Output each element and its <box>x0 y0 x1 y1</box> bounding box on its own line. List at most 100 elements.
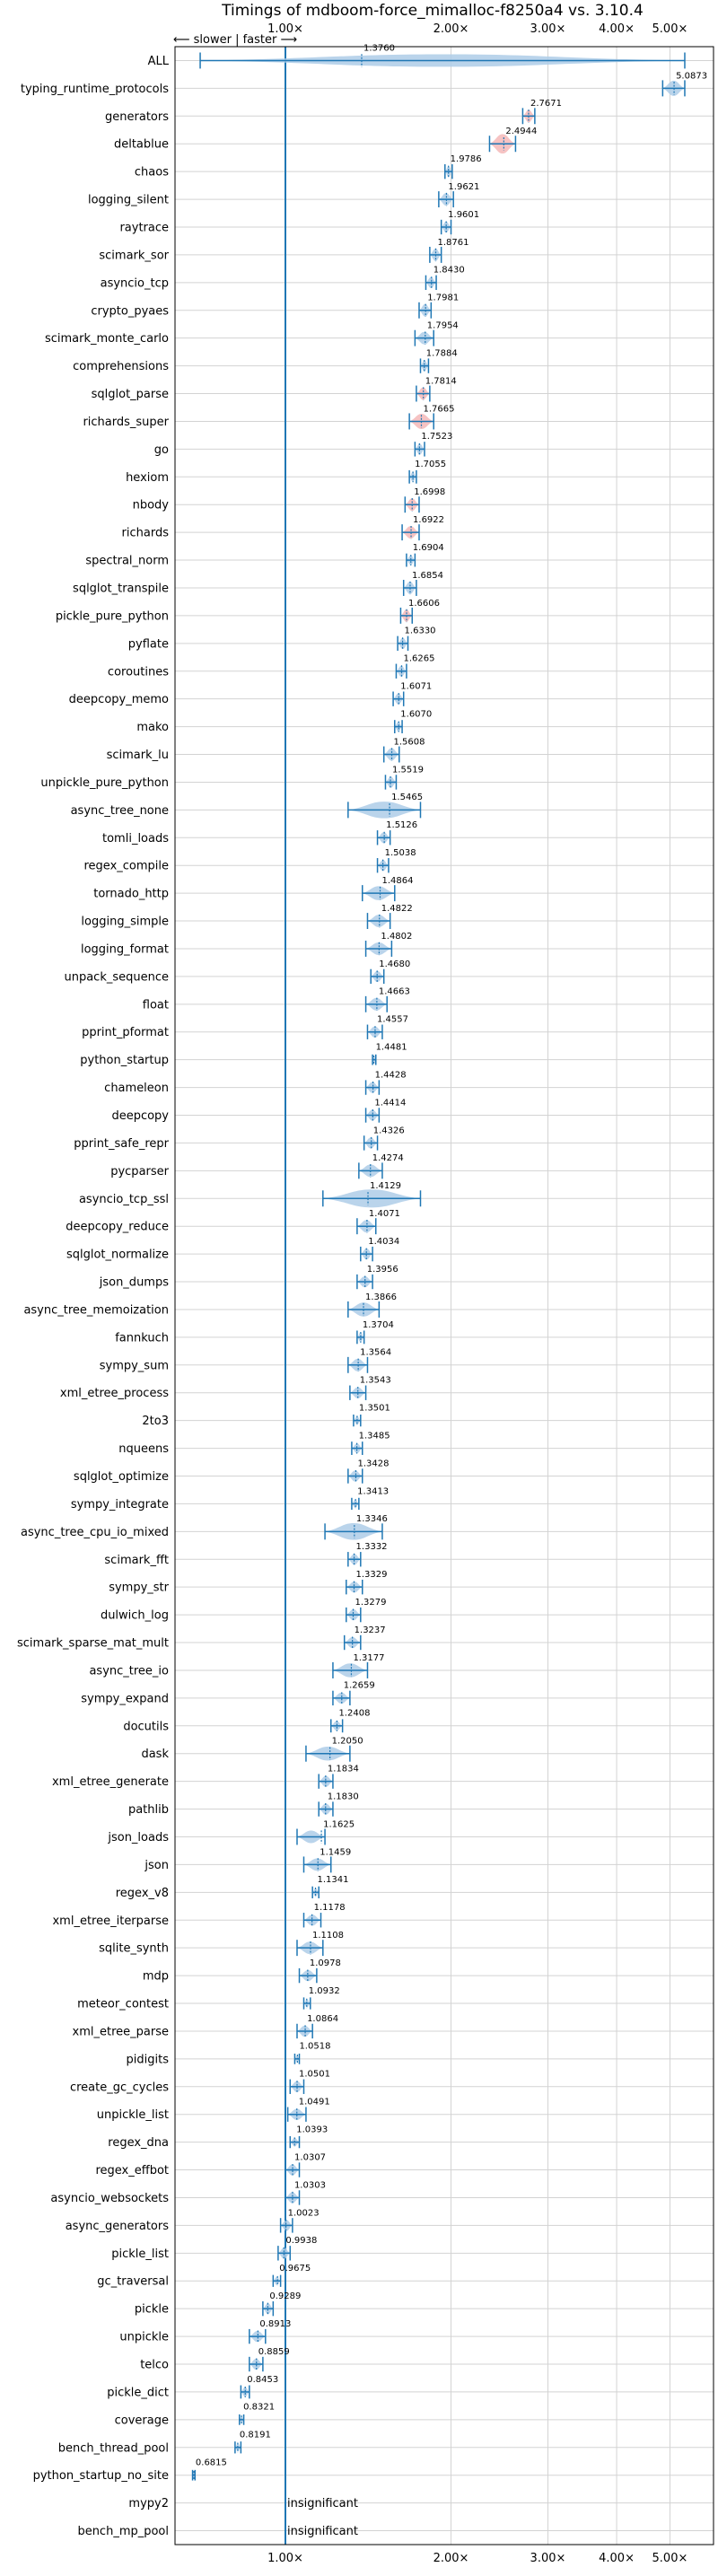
benchmark-label: regex_v8 <box>116 1887 169 1900</box>
value-label: 1.7665 <box>423 404 454 414</box>
benchmark-label: scimark_sparse_mat_mult <box>17 1637 169 1651</box>
value-label: 1.3346 <box>356 1514 388 1524</box>
benchmark-label: pprint_safe_repr <box>74 1137 169 1151</box>
value-label: 0.9675 <box>279 2264 311 2274</box>
value-label: 1.6998 <box>414 487 445 497</box>
x-tick-label: 5.00× <box>652 2552 688 2565</box>
benchmark-label: generators <box>105 110 169 124</box>
benchmark-label: bench_mp_pool <box>77 2525 169 2538</box>
benchmark-label: sympy_expand <box>81 1692 169 1705</box>
value-label: 0.9289 <box>269 2291 301 2301</box>
value-label: 1.7884 <box>426 348 458 358</box>
x-tick-label: 4.00× <box>599 2552 635 2565</box>
benchmark-label: go <box>154 443 169 457</box>
value-label: 1.5038 <box>385 848 416 858</box>
benchmark-label: sqlglot_transpile <box>73 582 169 595</box>
benchmark-label: sympy_integrate <box>71 1498 169 1511</box>
value-label: 1.4414 <box>374 1098 406 1108</box>
value-label: 1.1459 <box>320 1847 351 1857</box>
benchmark-label: meteor_contest <box>77 1998 169 2011</box>
benchmark-label: tornado_http <box>93 888 169 901</box>
value-label: 1.9786 <box>451 154 482 164</box>
benchmark-label: sqlglot_optimize <box>74 1470 169 1484</box>
value-label: 0.8859 <box>258 2347 290 2357</box>
benchmark-label: comprehensions <box>73 360 169 373</box>
benchmark-label: sqlglot_parse <box>92 388 169 401</box>
x-tick-label-top: 4.00× <box>599 22 635 36</box>
x-tick-label: 1.00× <box>267 2552 303 2565</box>
value-label: 1.4822 <box>381 904 413 914</box>
insignificant-label: insignificant <box>287 2525 358 2538</box>
value-label: 1.4680 <box>379 959 410 969</box>
value-label: 1.3704 <box>363 1320 394 1330</box>
value-label: 1.0491 <box>299 2098 330 2107</box>
value-label: 0.8453 <box>247 2375 278 2385</box>
benchmark-label: regex_dna <box>108 2136 169 2150</box>
value-label: 0.8191 <box>240 2431 271 2440</box>
benchmark-label: pyflate <box>128 637 169 651</box>
value-label: 0.6815 <box>196 2458 227 2468</box>
value-label: 1.6071 <box>400 682 432 692</box>
chart-title: Timings of mdboom-force_mimalloc-f8250a4… <box>221 2 644 20</box>
value-label: 1.0932 <box>309 1986 340 1996</box>
value-label: 1.6922 <box>413 515 444 525</box>
benchmark-label: nbody <box>133 499 170 513</box>
value-label: 1.4071 <box>369 1209 400 1219</box>
value-label: 1.7981 <box>427 294 459 303</box>
value-label: 1.9601 <box>448 210 479 220</box>
value-label: 1.3237 <box>355 1625 386 1635</box>
benchmark-label: logging_simple <box>81 916 169 929</box>
benchmark-label: ALL <box>148 55 170 68</box>
benchmark-label: logging_format <box>81 942 169 956</box>
value-label: 1.0501 <box>299 2070 330 2080</box>
benchmark-label: xml_etree_process <box>60 1387 169 1400</box>
value-label: 1.3279 <box>355 1598 387 1608</box>
benchmark-label: tomli_loads <box>102 832 169 846</box>
benchmark-label: pickle_list <box>111 2247 169 2261</box>
value-label: 1.3760 <box>363 43 395 53</box>
benchmark-label: scimark_fft <box>104 1554 169 1567</box>
value-label: 1.7523 <box>421 432 452 442</box>
benchmark-label: unpickle_list <box>97 2108 169 2122</box>
benchmark-label: coroutines <box>108 665 169 679</box>
direction-label: ⟵ slower | faster ⟶ <box>173 33 297 47</box>
benchmark-label: unpickle_pure_python <box>40 776 169 790</box>
value-label: 1.1178 <box>314 1903 346 1913</box>
benchmark-label: mypy2 <box>128 2497 169 2510</box>
x-tick-label-top: 1.00× <box>267 22 303 36</box>
benchmark-label: deepcopy_reduce <box>66 1221 169 1234</box>
value-label: 1.2050 <box>332 1737 363 1747</box>
value-label: 1.2408 <box>338 1709 370 1719</box>
benchmark-label: bench_thread_pool <box>58 2441 169 2455</box>
benchmark-label: pickle_dict <box>107 2386 169 2399</box>
value-label: 1.6606 <box>408 599 440 609</box>
benchmark-label: async_tree_cpu_io_mixed <box>21 1526 169 1539</box>
benchmark-label: async_tree_none <box>71 804 169 818</box>
value-label: 2.4944 <box>505 127 537 136</box>
benchmark-label: xml_etree_iterparse <box>52 1914 169 1928</box>
value-label: 1.3501 <box>359 1404 390 1414</box>
benchmark-label: create_gc_cycles <box>70 2081 169 2094</box>
value-label: 1.1830 <box>328 1792 359 1801</box>
value-label: 1.3428 <box>357 1459 389 1468</box>
value-label: 1.0393 <box>296 2125 328 2134</box>
benchmark-label: scimark_sor <box>99 249 169 262</box>
benchmark-label: async_generators <box>66 2220 170 2233</box>
value-label: 0.8321 <box>243 2403 275 2413</box>
benchmark-label: crypto_pyaes <box>91 304 169 318</box>
benchmark-label: docutils <box>123 1720 169 1733</box>
benchmark-label: typing_runtime_protocols <box>21 83 169 96</box>
benchmark-label: xml_etree_parse <box>73 2025 169 2038</box>
value-label: 1.3413 <box>357 1486 389 1496</box>
benchmark-label: telco <box>140 2359 169 2372</box>
value-label: 1.6070 <box>400 709 432 719</box>
value-label: 1.6330 <box>405 626 436 636</box>
value-label: 1.3866 <box>365 1292 397 1302</box>
benchmark-label: scimark_monte_carlo <box>45 332 169 346</box>
value-label: 1.7954 <box>427 321 459 331</box>
value-label: 1.0978 <box>310 1958 341 1968</box>
value-label: 1.3543 <box>360 1376 391 1386</box>
plot-frame <box>174 46 714 2545</box>
benchmark-label: unpack_sequence <box>64 970 169 984</box>
labels-layer: 1.00× 1.00× 2.00× 2.00× 3.00× 3.00× 4.00× 4.00×… <box>17 22 707 2565</box>
